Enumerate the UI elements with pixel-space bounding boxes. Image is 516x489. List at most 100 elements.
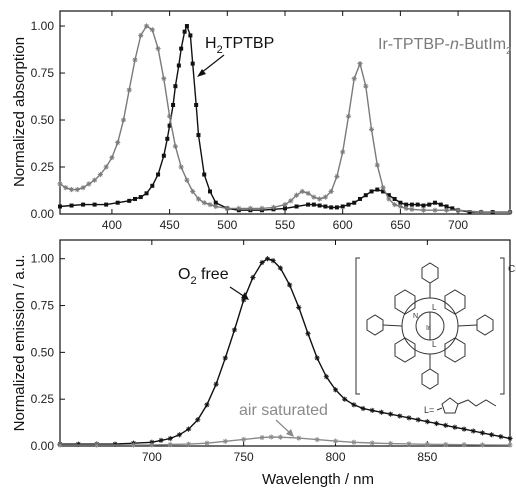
emission-series-line	[60, 436, 511, 446]
emission-x-tick-label: 700	[142, 450, 162, 464]
emission-data-point	[250, 274, 256, 281]
phenyl-bottom	[421, 368, 439, 390]
absorption-y-tick-label: 1.00	[31, 19, 55, 33]
absorption-x-tick-label: 450	[160, 218, 180, 232]
emission-data-point	[167, 441, 173, 448]
absorption-data-point	[68, 186, 75, 193]
absorption-data-point	[172, 143, 178, 149]
absorption-data-point	[380, 185, 386, 191]
absorption-x-tick-label: 400	[102, 218, 122, 232]
benzo-ring-br	[444, 337, 466, 363]
butyl-chain	[457, 399, 497, 407]
emission-data-point	[305, 331, 311, 337]
absorption-data-point	[173, 84, 178, 89]
benzo-ring-tr	[444, 289, 466, 315]
absorption-data-point	[334, 173, 340, 180]
emission-panel: 700 750 800 850 0.00 0.25 0.50 0.75 1.00 Normali…	[11, 239, 516, 488]
absorption-data-point	[340, 204, 345, 209]
absorption-data-point	[202, 172, 207, 177]
absorption-data-point	[74, 186, 80, 193]
absorption-x-tick-label: 500	[217, 218, 237, 232]
absorption-data-point	[386, 193, 391, 198]
absorption-data-point	[369, 189, 374, 194]
absorption-data-point	[433, 200, 437, 205]
absorption-data-point	[86, 181, 92, 187]
absorption-data-point	[450, 206, 455, 211]
absorption-data-point	[427, 202, 432, 207]
absorption-data-point	[167, 113, 173, 119]
emission-data-point	[424, 441, 430, 447]
absorption-data-point	[403, 205, 409, 211]
emission-data-point	[204, 402, 210, 408]
emission-series	[57, 256, 513, 448]
absorption-y-axis-label: Normalized absorption	[11, 37, 28, 187]
absorption-data-point	[144, 191, 149, 196]
emission-data-point	[130, 442, 137, 448]
metal-label: Ir	[426, 325, 431, 332]
emission-data-point	[75, 441, 81, 447]
absorption-data-point	[432, 207, 438, 213]
h2tptbp-arrowhead	[197, 69, 206, 77]
absorption-data-point	[213, 203, 219, 210]
absorption-data-point	[317, 203, 322, 208]
x-axis-label: Wavelength / nm	[262, 471, 374, 488]
emission-data-point	[259, 259, 265, 266]
emission-data-point	[268, 434, 274, 440]
absorption-data-point	[404, 202, 409, 207]
emission-data-point	[323, 374, 329, 380]
absorption-data-point	[184, 177, 190, 183]
absorption-data-point	[323, 204, 328, 209]
absorption-data-point	[444, 204, 449, 209]
absorption-series	[57, 23, 513, 215]
emission-data-point	[351, 402, 357, 408]
emission-y-tick-label: 0.25	[31, 392, 55, 406]
absorption-data-point	[351, 76, 357, 82]
absorption-data-point	[156, 172, 161, 177]
phenyl-top	[421, 262, 439, 284]
emission-data-point	[314, 355, 320, 361]
emission-data-point	[213, 381, 219, 387]
absorption-panel: 400 450 500 550 600 650 700 0.00 0.25 0.50 0.75 1.0…	[11, 10, 513, 232]
right-bracket	[500, 257, 505, 395]
absorption-series-line	[59, 24, 510, 213]
absorption-data-point	[311, 202, 316, 207]
absorption-data-point	[363, 83, 369, 89]
emission-data-point	[314, 437, 320, 443]
emission-data-point	[461, 442, 467, 448]
emission-data-point	[369, 407, 375, 414]
molecule-structure-inset: Cl+ L Ir L N L=	[355, 257, 516, 415]
absorption-data-point	[176, 63, 181, 68]
absorption-data-point	[179, 46, 184, 51]
emission-data-point	[479, 442, 486, 448]
absorption-data-point	[415, 202, 420, 207]
absorption-data-point	[224, 205, 230, 211]
emission-data-point	[470, 428, 476, 434]
absorption-data-point	[438, 202, 443, 207]
emission-data-point	[149, 442, 155, 448]
h2tptbp-label: H2TPTBP	[205, 35, 274, 56]
absorption-data-point	[165, 136, 170, 141]
absorption-data-point	[328, 188, 334, 195]
emission-ticks: 700 750 800 850 0.00 0.25 0.50 0.75 1.00	[31, 240, 438, 464]
absorption-data-point	[103, 164, 109, 170]
absorption-data-point	[194, 102, 199, 107]
absorption-data-point	[259, 205, 265, 211]
emission-data-point	[452, 424, 458, 430]
emission-data-point	[507, 435, 513, 442]
absorption-data-point	[386, 196, 392, 202]
absorption-data-point	[334, 205, 339, 210]
absorption-data-point	[127, 198, 132, 203]
emission-data-point	[231, 327, 238, 333]
emission-data-point	[461, 426, 467, 432]
emission-data-point	[222, 355, 228, 361]
absorption-data-point	[126, 87, 132, 93]
emission-data-point	[489, 432, 495, 438]
absorption-y-tick-label: 0.00	[31, 207, 55, 221]
absorption-data-point	[346, 202, 351, 207]
absorption-data-point	[184, 24, 189, 29]
absorption-data-point	[478, 209, 484, 215]
air-saturated-arrow	[275, 419, 291, 434]
absorption-data-point	[420, 207, 427, 213]
emission-data-point	[204, 440, 210, 446]
absorption-data-point	[143, 23, 150, 29]
